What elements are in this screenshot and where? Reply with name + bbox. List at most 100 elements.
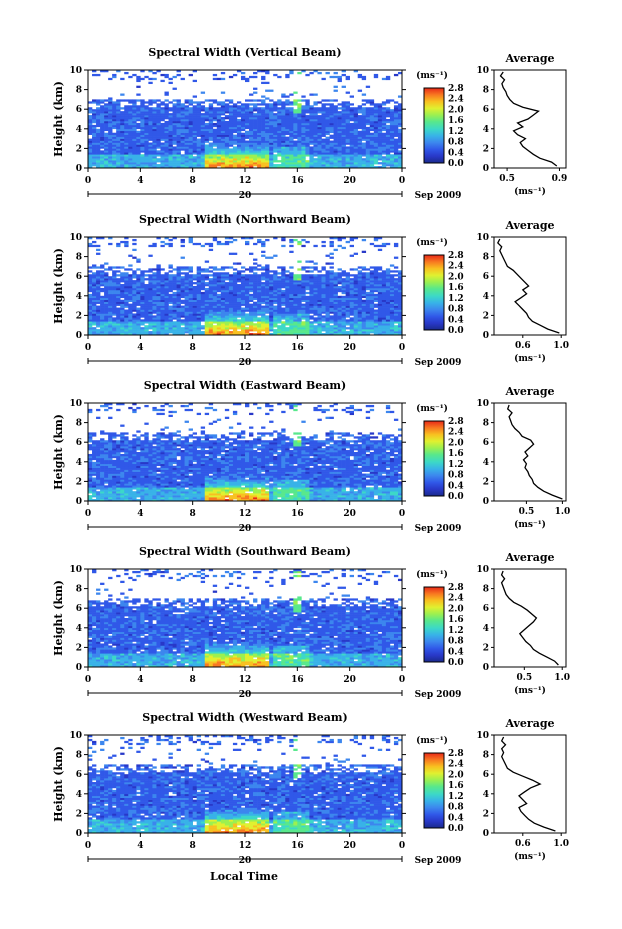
heatmap-cell bbox=[172, 122, 177, 126]
heatmap-cell bbox=[192, 115, 197, 118]
heatmap-cell bbox=[224, 111, 230, 114]
heatmap-cell bbox=[297, 311, 302, 314]
heatmap-cell bbox=[212, 305, 218, 308]
heatmap-cell bbox=[204, 307, 210, 310]
average-y-tick-label: 4 bbox=[483, 125, 489, 135]
heatmap-cell bbox=[349, 146, 354, 149]
heatmap-cell bbox=[333, 333, 338, 336]
heatmap-cell bbox=[96, 325, 101, 328]
heatmap-cell bbox=[172, 130, 177, 134]
heatmap-cell bbox=[184, 325, 189, 328]
heatmap-cell bbox=[104, 164, 109, 167]
heatmap-cell bbox=[349, 162, 354, 165]
heatmap-cell bbox=[361, 307, 367, 310]
heatmap-cell bbox=[281, 286, 286, 289]
heatmap-cell bbox=[144, 156, 149, 159]
heatmap-cell bbox=[381, 124, 387, 128]
heatmap-cell bbox=[176, 311, 181, 314]
heatmap-cell bbox=[357, 140, 363, 143]
heatmap-cell bbox=[329, 303, 334, 306]
heatmap-cell bbox=[373, 73, 379, 77]
heatmap-cell bbox=[136, 99, 141, 102]
heatmap-cell bbox=[88, 317, 93, 320]
heatmap-cell bbox=[305, 327, 310, 330]
heatmap-cell bbox=[329, 109, 334, 112]
heatmap-cell bbox=[180, 313, 185, 316]
heatmap-cell bbox=[224, 276, 230, 279]
heatmap-cell bbox=[369, 132, 375, 135]
heatmap-cell bbox=[140, 321, 145, 324]
heatmap-cell bbox=[184, 291, 189, 295]
heatmap-cell bbox=[257, 305, 262, 308]
heatmap-cell bbox=[333, 120, 338, 124]
heatmap-cell bbox=[136, 142, 141, 145]
heatmap-cell bbox=[257, 295, 262, 299]
heatmap-cell bbox=[180, 333, 185, 336]
heatmap-cell bbox=[349, 303, 354, 306]
heatmap-cell bbox=[269, 311, 274, 314]
heatmap-cell bbox=[92, 327, 97, 330]
heatmap-cell bbox=[176, 317, 181, 320]
heatmap-cell bbox=[200, 287, 206, 291]
heatmap-cell bbox=[228, 136, 234, 139]
heatmap-cell bbox=[144, 130, 149, 134]
heatmap-cell bbox=[273, 120, 278, 124]
heatmap-cell bbox=[108, 132, 113, 135]
heatmap-cell bbox=[281, 113, 286, 116]
heatmap-cell bbox=[329, 130, 334, 134]
heatmap-cell bbox=[156, 325, 161, 328]
heatmap-cell bbox=[184, 319, 189, 322]
heatmap-cell bbox=[180, 323, 185, 326]
heatmap-cell bbox=[216, 117, 222, 120]
y-tick-label: 4 bbox=[76, 125, 82, 135]
heatmap-cell bbox=[373, 120, 379, 124]
heatmap-cell bbox=[136, 134, 141, 137]
heatmap-cell bbox=[253, 154, 258, 157]
heatmap-cell bbox=[349, 319, 354, 322]
heatmap-cell bbox=[184, 99, 189, 102]
heatmap-cell bbox=[172, 134, 177, 137]
heatmap-cell bbox=[353, 307, 359, 310]
heatmap-cell bbox=[297, 291, 302, 295]
heatmap-cell bbox=[176, 162, 181, 165]
heatmap-cell bbox=[212, 140, 218, 143]
heatmap-cell bbox=[313, 317, 318, 320]
heatmap-cell bbox=[361, 303, 367, 306]
heatmap-cell bbox=[168, 154, 173, 157]
heatmap-cell bbox=[104, 144, 109, 147]
heatmap-cell bbox=[337, 77, 342, 81]
heatmap-cell bbox=[228, 124, 234, 128]
heatmap-cell bbox=[136, 331, 141, 334]
heatmap-cell bbox=[297, 134, 302, 137]
heatmap-cell bbox=[333, 105, 338, 108]
heatmap-cell bbox=[88, 323, 93, 326]
heatmap-cell bbox=[236, 142, 242, 145]
heatmap-cell bbox=[120, 331, 125, 334]
heatmap-cell bbox=[120, 317, 125, 320]
heatmap-cell bbox=[305, 317, 310, 320]
heatmap-cell bbox=[120, 148, 125, 151]
heatmap-cell bbox=[112, 321, 117, 324]
heatmap-cell bbox=[172, 305, 177, 308]
heatmap-cell bbox=[120, 289, 125, 293]
heatmap-cell bbox=[104, 124, 109, 128]
heatmap-cell bbox=[301, 333, 306, 336]
heatmap-cell bbox=[341, 303, 346, 306]
heatmap-cell bbox=[261, 103, 266, 106]
heatmap-cell bbox=[192, 122, 197, 126]
heatmap-cell bbox=[152, 282, 157, 285]
heatmap-cell bbox=[301, 311, 306, 314]
heatmap-cell bbox=[200, 305, 206, 308]
heatmap-cell bbox=[317, 122, 322, 126]
heatmap-cell bbox=[228, 286, 234, 289]
heatmap-cell bbox=[393, 162, 399, 165]
heatmap-cell bbox=[325, 132, 330, 135]
heatmap-cell bbox=[245, 150, 250, 153]
heatmap-cell bbox=[397, 154, 403, 157]
heatmap-cell bbox=[277, 103, 282, 106]
heatmap-cell bbox=[293, 109, 298, 112]
heatmap-cell bbox=[285, 124, 290, 128]
heatmap-cell bbox=[317, 148, 322, 151]
heatmap-cell bbox=[200, 309, 206, 312]
heatmap-cell bbox=[245, 297, 250, 301]
